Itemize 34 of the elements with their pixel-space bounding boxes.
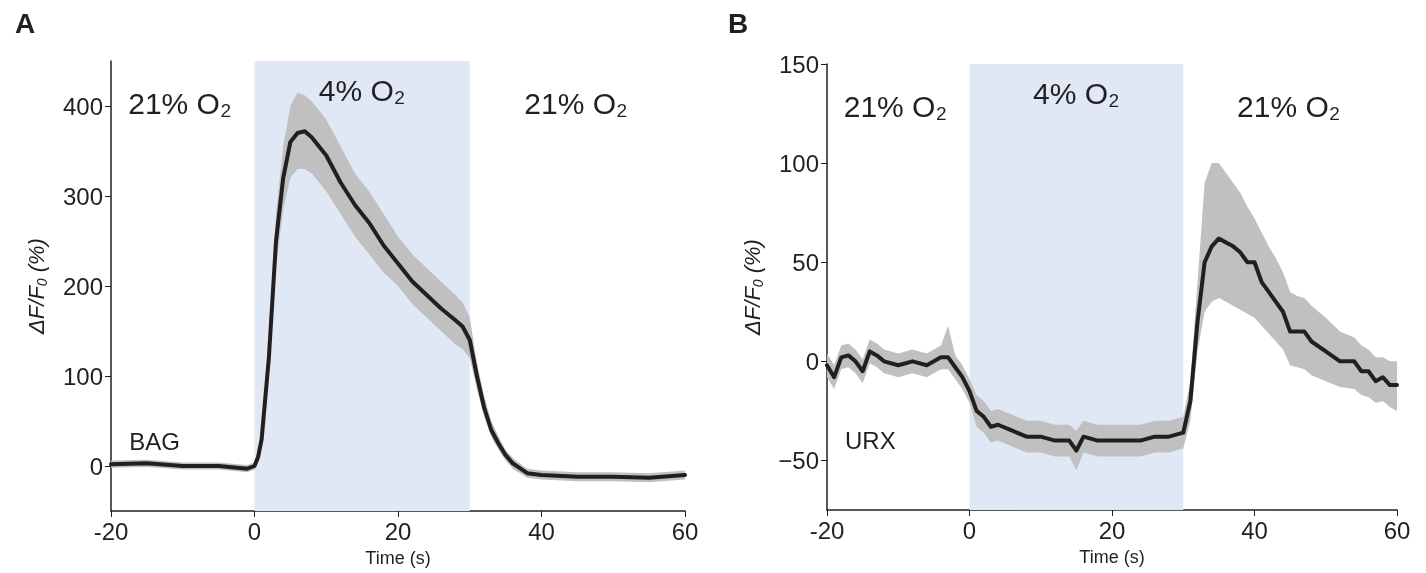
y-axis-title: ΔF/F0 (%) bbox=[23, 238, 50, 335]
y-tick-label: 0 bbox=[89, 452, 103, 480]
y-tick-label: 200 bbox=[62, 272, 103, 300]
y-tick-label: 100 bbox=[778, 149, 819, 177]
x-axis-title: Time (s) bbox=[1079, 547, 1145, 567]
y-tick-label: 100 bbox=[62, 362, 103, 390]
y-tick-label: 50 bbox=[792, 248, 819, 276]
annotation: 21% O₂ bbox=[128, 87, 232, 121]
band-label: 4% O₂ bbox=[318, 73, 406, 107]
x-tick-label: 0 bbox=[247, 517, 262, 545]
annotation: 21% O₂ bbox=[524, 87, 628, 121]
y-axis-title: ΔF/F0 (%) bbox=[739, 239, 766, 336]
annotation: 21% O₂ bbox=[1237, 89, 1341, 123]
y-tick-label: 0 bbox=[805, 347, 819, 375]
y-tick-label: −50 bbox=[778, 446, 819, 474]
x-tick-label: 20 bbox=[1098, 516, 1126, 544]
band-label: 4% O₂ bbox=[1033, 76, 1120, 110]
annotation: BAG bbox=[129, 427, 180, 455]
x-tick-label: -20 bbox=[93, 517, 129, 545]
x-tick-label: 40 bbox=[528, 517, 555, 545]
x-tick-label: -20 bbox=[809, 516, 845, 544]
y-tick-label: 150 bbox=[778, 50, 819, 78]
x-tick-label: 60 bbox=[671, 517, 699, 545]
x-tick-label: 0 bbox=[962, 516, 977, 544]
y-tick-label: 300 bbox=[62, 182, 103, 210]
annotation: 21% O₂ bbox=[843, 89, 948, 123]
y-tick-label: 400 bbox=[62, 92, 103, 120]
chart-title: B bbox=[728, 7, 749, 39]
x-tick-label: 20 bbox=[384, 517, 412, 545]
annotation: URX bbox=[844, 427, 896, 455]
chart-title: A bbox=[15, 7, 36, 39]
x-tick-label: 40 bbox=[1241, 516, 1268, 544]
x-axis-title: Time (s) bbox=[365, 548, 431, 568]
x-tick-label: 60 bbox=[1383, 516, 1411, 544]
